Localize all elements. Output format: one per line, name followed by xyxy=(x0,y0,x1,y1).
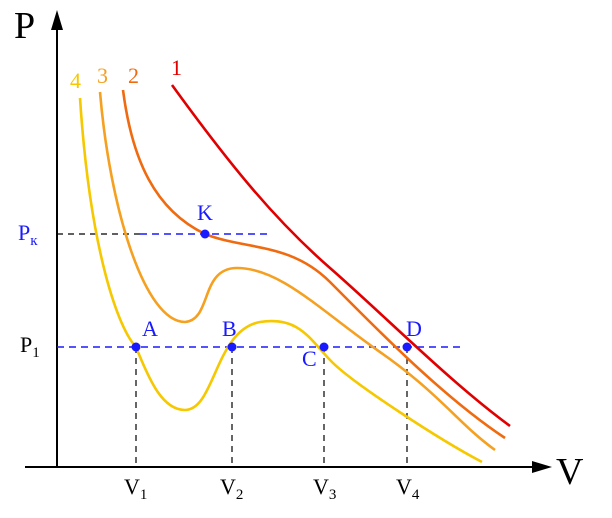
point-b xyxy=(227,342,237,352)
v1-label: V1 xyxy=(124,474,147,503)
isotherm-1 xyxy=(170,84,511,428)
isotherm-3-label: 3 xyxy=(97,63,108,88)
point-d-label: D xyxy=(406,316,422,341)
point-c-label: C xyxy=(302,346,317,371)
v3-main: V xyxy=(313,474,329,499)
x-axis-label: V xyxy=(556,451,584,493)
y-axis-label: P xyxy=(14,5,35,47)
point-c xyxy=(319,342,329,352)
isotherm-2 xyxy=(121,89,506,440)
isotherm-3 xyxy=(98,91,496,452)
v3-sub: 3 xyxy=(329,487,337,503)
isotherm-4-label: 4 xyxy=(70,68,81,93)
v2-main: V xyxy=(220,474,236,499)
point-a xyxy=(131,342,141,352)
isotherm-2-label: 2 xyxy=(128,63,139,88)
v4-label: V4 xyxy=(396,474,420,503)
v4-sub: 4 xyxy=(412,487,420,503)
v4-main: V xyxy=(396,474,412,499)
v3-label: V3 xyxy=(313,474,336,503)
point-a-label: A xyxy=(142,316,158,341)
v1-sub: 1 xyxy=(140,487,148,503)
x-arrow xyxy=(532,461,552,473)
p1-main: P xyxy=(20,332,32,357)
point-k-label: K xyxy=(197,200,213,225)
pk-sub: к xyxy=(30,233,38,249)
isotherm-1-label: 1 xyxy=(171,55,182,80)
pk-main: P xyxy=(18,220,30,245)
p1-sub: 1 xyxy=(32,345,40,361)
v2-sub: 2 xyxy=(236,487,244,503)
y-arrow xyxy=(51,10,63,30)
v1-main: V xyxy=(124,474,140,499)
v2-label: V2 xyxy=(220,474,243,503)
point-d xyxy=(402,342,412,352)
point-b-label: B xyxy=(222,316,237,341)
pk-label: Pк xyxy=(18,220,38,249)
p1-label: P1 xyxy=(20,332,40,361)
isotherm-4 xyxy=(78,97,483,464)
point-k xyxy=(200,229,210,239)
